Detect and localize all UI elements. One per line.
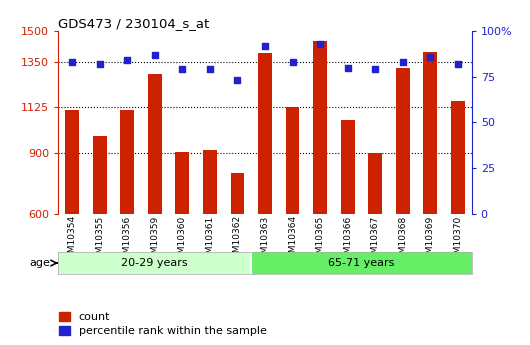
Point bbox=[206, 67, 214, 72]
Bar bbox=[148, 74, 162, 214]
Point bbox=[426, 54, 435, 59]
Text: 20-29 years: 20-29 years bbox=[121, 258, 188, 268]
Bar bbox=[175, 152, 189, 214]
Point bbox=[151, 52, 159, 58]
Bar bbox=[286, 107, 299, 214]
Bar bbox=[396, 68, 410, 214]
Bar bbox=[251, 252, 472, 274]
Point bbox=[178, 67, 187, 72]
Point bbox=[68, 59, 76, 65]
Legend: count, percentile rank within the sample: count, percentile rank within the sample bbox=[58, 312, 267, 336]
Point bbox=[288, 59, 297, 65]
Bar bbox=[93, 136, 107, 214]
Text: GDS473 / 230104_s_at: GDS473 / 230104_s_at bbox=[58, 17, 209, 30]
Bar bbox=[65, 110, 79, 214]
Text: age: age bbox=[29, 258, 50, 268]
Point bbox=[95, 61, 104, 67]
Bar bbox=[368, 153, 382, 214]
Bar bbox=[120, 110, 134, 214]
Point bbox=[454, 61, 462, 67]
Bar bbox=[258, 53, 272, 214]
Point bbox=[123, 58, 131, 63]
Point bbox=[261, 43, 269, 48]
Point bbox=[343, 65, 352, 70]
Point bbox=[399, 59, 407, 65]
Bar bbox=[58, 252, 251, 274]
Bar bbox=[423, 52, 437, 214]
Bar bbox=[341, 120, 355, 214]
Bar bbox=[231, 173, 244, 214]
Bar bbox=[313, 41, 327, 214]
Bar bbox=[203, 150, 217, 214]
Point bbox=[371, 67, 379, 72]
Bar bbox=[451, 101, 465, 214]
Point bbox=[316, 41, 324, 47]
Point bbox=[233, 78, 242, 83]
Text: 65-71 years: 65-71 years bbox=[328, 258, 395, 268]
